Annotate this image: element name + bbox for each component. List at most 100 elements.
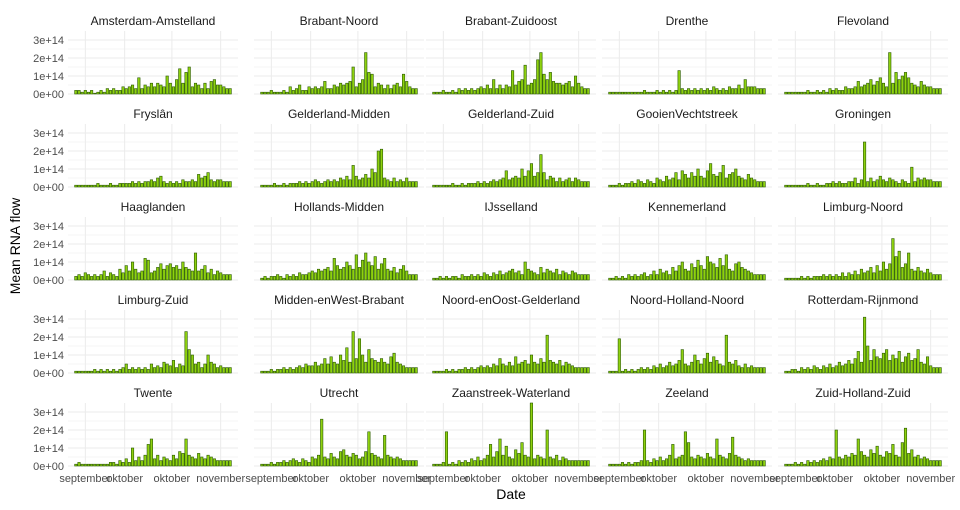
bar: [574, 460, 578, 467]
bar: [206, 454, 210, 467]
bar: [574, 272, 578, 281]
bar: [737, 365, 741, 374]
bar: [630, 91, 634, 95]
bar: [77, 184, 81, 188]
panel-title: Drenthe: [666, 14, 709, 28]
bar: [721, 88, 725, 95]
bar: [149, 438, 153, 467]
bar: [825, 460, 829, 467]
bar: [863, 84, 867, 95]
panel-title: Haaglanden: [121, 200, 186, 214]
bar: [699, 456, 703, 467]
bar: [558, 460, 562, 467]
bar: [448, 277, 452, 281]
bar: [260, 184, 264, 188]
bar: [834, 274, 838, 281]
bar: [332, 84, 336, 95]
panel-title: Flevoland: [837, 14, 889, 28]
bar: [718, 363, 722, 374]
bar: [564, 82, 568, 95]
bar: [216, 270, 220, 281]
x-tick-label: oktober: [640, 473, 677, 485]
bar: [367, 72, 371, 95]
bar: [812, 91, 816, 95]
bar: [181, 261, 185, 281]
bar: [558, 82, 562, 95]
bar: [881, 179, 885, 188]
bar: [903, 427, 908, 467]
y-tick-label: 1e+14: [33, 443, 64, 455]
bar: [476, 88, 480, 95]
bar: [432, 277, 436, 281]
bar: [153, 181, 157, 188]
bar: [796, 277, 800, 281]
bar: [411, 367, 415, 374]
bar: [83, 184, 87, 188]
panel-title: Amsterdam-Amstelland: [91, 14, 216, 28]
bar: [620, 276, 624, 281]
bar: [900, 442, 904, 467]
bar: [414, 181, 418, 188]
bar: [856, 351, 860, 374]
bar: [193, 181, 198, 188]
bar: [922, 363, 926, 374]
bar: [260, 91, 264, 95]
bar: [668, 454, 672, 467]
bar: [850, 363, 854, 374]
bar: [897, 79, 901, 95]
bar: [178, 363, 182, 374]
bar: [570, 460, 574, 467]
bar: [454, 463, 458, 467]
bar: [844, 363, 848, 374]
bar: [561, 181, 565, 188]
bar: [750, 177, 754, 188]
bar: [298, 365, 302, 374]
bar: [121, 462, 125, 467]
bar: [558, 177, 562, 188]
bar: [642, 429, 647, 467]
bar: [351, 165, 355, 188]
bar: [193, 458, 198, 467]
bar: [668, 361, 672, 374]
bar: [143, 454, 147, 467]
x-tick-label: oktober: [154, 473, 191, 485]
panel: Fryslân 0e+00 1e+14 2e+14 3e+14: [33, 107, 238, 194]
bar: [118, 90, 122, 95]
panel-title: Rotterdam-Rijnmond: [808, 293, 919, 307]
bar: [479, 86, 483, 95]
bar: [926, 179, 930, 188]
bar: [175, 458, 179, 467]
bar: [118, 268, 122, 281]
bar: [872, 181, 876, 188]
bar: [146, 259, 150, 281]
bar: [646, 276, 650, 281]
bar: [705, 88, 709, 95]
bar: [405, 460, 409, 467]
bar: [473, 90, 477, 95]
bar: [539, 456, 543, 467]
bar: [907, 453, 911, 467]
bar: [335, 265, 339, 281]
bar: [435, 370, 439, 374]
bar: [402, 265, 406, 281]
bar: [740, 88, 744, 95]
bar: [193, 363, 198, 374]
bar: [184, 72, 188, 95]
panel-title: Groningen: [835, 107, 891, 121]
bar: [146, 369, 150, 374]
bar: [339, 268, 343, 281]
bar: [888, 453, 892, 467]
y-tick-label: 1e+14: [33, 164, 64, 176]
bar: [200, 268, 204, 281]
bar: [463, 88, 467, 95]
bar: [818, 276, 823, 281]
panels-layer: Amsterdam-Amstelland 0e+00 1e+14 2e+14 3e+14…: [33, 14, 955, 485]
bar: [894, 256, 898, 281]
bar: [131, 367, 135, 374]
bar: [734, 454, 738, 467]
bar: [837, 456, 841, 467]
bar: [376, 361, 380, 374]
bar: [361, 79, 365, 95]
bar: [903, 263, 908, 281]
